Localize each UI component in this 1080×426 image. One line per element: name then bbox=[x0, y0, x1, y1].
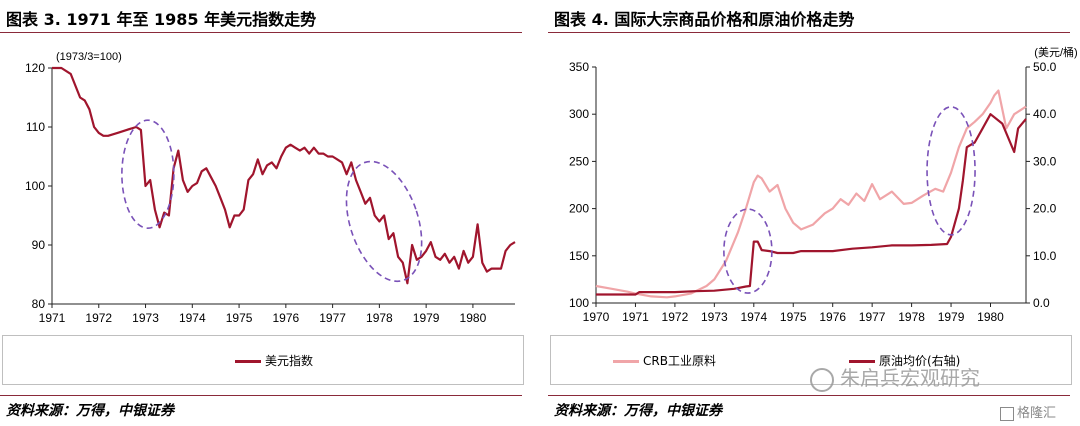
x-tick-label: 1976 bbox=[819, 310, 846, 324]
commodity-oil-chart: 100 150 200 250 300 350 0.0 10.0 20.0 30.0 40.0 50.… bbox=[569, 45, 1078, 324]
legend-usd-index: 美元指数 bbox=[235, 352, 313, 369]
x-tick-label: 1977 bbox=[319, 311, 346, 325]
y2-tick-label: 20.0 bbox=[1033, 202, 1057, 216]
legend-oil: 原油均价(右轴) bbox=[849, 352, 960, 369]
wechat-icon bbox=[810, 367, 834, 392]
legend-crb-swatch bbox=[613, 360, 639, 363]
usd-index-panel: 图表 3. 1971 年至 1985 年美元指数走势 80 90 100 110 120… bbox=[0, 0, 532, 426]
unit-label: (美元/桶) bbox=[1034, 45, 1077, 59]
series-line-2 bbox=[596, 113, 1027, 296]
y-tick-label: 300 bbox=[569, 107, 589, 121]
x-tick-label: 1980 bbox=[977, 310, 1004, 324]
left-chart-title: 图表 3. 1971 年至 1985 年美元指数走势 bbox=[6, 10, 317, 29]
x-tick-label: 1974 bbox=[740, 310, 767, 324]
y2-tick-label: 0.0 bbox=[1033, 296, 1050, 310]
right-title-rule bbox=[548, 32, 1070, 33]
brand-icon bbox=[1000, 406, 1014, 421]
x-tick-label: 1975 bbox=[226, 311, 253, 325]
brand-text: 格隆汇 bbox=[1017, 406, 1057, 421]
y-tick-label: 250 bbox=[569, 154, 589, 168]
y2-tick-label: 50.0 bbox=[1033, 60, 1057, 74]
x-tick-label: 1972 bbox=[85, 311, 112, 325]
legend-oil-label: 原油均价(右轴) bbox=[879, 354, 961, 368]
legend-crb: CRB工业原料 bbox=[613, 352, 716, 369]
x-tick-label: 1970 bbox=[583, 310, 610, 324]
usd-index-chart: 80 90 100 110 120 1971 1972 1973 1974 1975 1976 197… bbox=[25, 51, 516, 325]
dashed-ellipse-2 bbox=[345, 160, 423, 283]
x-tick-label: 1979 bbox=[413, 311, 440, 325]
left-source-rule bbox=[0, 395, 522, 396]
x-tick-label: 1976 bbox=[272, 311, 299, 325]
y-tick-label: 150 bbox=[569, 249, 589, 263]
legend-oil-swatch bbox=[849, 360, 875, 363]
dashed-ellipse-1 bbox=[723, 208, 773, 294]
watermark-text: 朱启兵宏观研究 bbox=[840, 366, 980, 390]
legend-usd-label: 美元指数 bbox=[265, 354, 314, 368]
x-tick-label: 1979 bbox=[938, 310, 965, 324]
x-tick-label: 1971 bbox=[39, 311, 66, 325]
right-source: 资料来源：万得，中银证券 bbox=[554, 403, 722, 419]
x-tick-label: 1972 bbox=[662, 310, 689, 324]
x-tick-label: 1977 bbox=[859, 310, 886, 324]
x-tick-label: 1980 bbox=[460, 311, 487, 325]
y2-tick-label: 30.0 bbox=[1033, 154, 1057, 168]
commodity-oil-panel: 图表 4. 国际大宗商品价格和原油价格走势 100 150 200 250 300 350… bbox=[548, 0, 1080, 426]
left-legend: 美元指数 bbox=[2, 335, 524, 385]
watermark: 朱启兵宏观研究 bbox=[810, 362, 980, 392]
x-tick-label: 1975 bbox=[780, 310, 807, 324]
x-tick-label: 1974 bbox=[179, 311, 206, 325]
y-tick-label: 100 bbox=[569, 296, 589, 310]
dashed-ellipse-1 bbox=[121, 119, 175, 229]
y-tick-label: 90 bbox=[32, 238, 46, 252]
unit-label: (1973/3=100) bbox=[56, 51, 122, 63]
x-tick-label: 1973 bbox=[701, 310, 728, 324]
y-tick-label: 200 bbox=[569, 202, 589, 216]
y-tick-label: 350 bbox=[569, 60, 589, 74]
y-tick-label: 80 bbox=[32, 297, 46, 311]
y2-tick-label: 40.0 bbox=[1033, 107, 1057, 121]
y2-tick-label: 10.0 bbox=[1033, 249, 1057, 263]
brand-mark: 格隆汇 bbox=[1000, 402, 1056, 421]
x-tick-label: 1978 bbox=[898, 310, 925, 324]
x-tick-label: 1973 bbox=[132, 311, 159, 325]
x-tick-label: 1978 bbox=[366, 311, 393, 325]
y-tick-label: 120 bbox=[25, 61, 45, 75]
legend-usd-swatch bbox=[235, 360, 261, 363]
left-title-rule bbox=[0, 32, 522, 33]
legend-crb-label: CRB工业原料 bbox=[643, 354, 716, 368]
right-source-rule bbox=[548, 395, 1070, 396]
left-source: 资料来源：万得，中银证券 bbox=[6, 403, 174, 419]
right-chart-title: 图表 4. 国际大宗商品价格和原油价格走势 bbox=[554, 10, 855, 29]
x-tick-label: 1971 bbox=[622, 310, 649, 324]
series-line-1 bbox=[52, 66, 516, 285]
y-tick-label: 110 bbox=[26, 120, 45, 134]
y-tick-label: 100 bbox=[25, 179, 45, 193]
dashed-ellipse-2 bbox=[926, 106, 976, 236]
series-line-1 bbox=[595, 89, 1027, 299]
